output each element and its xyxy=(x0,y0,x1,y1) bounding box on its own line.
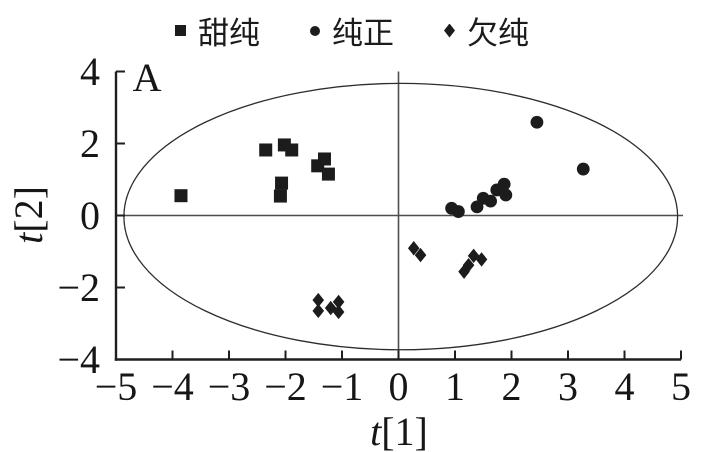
x-tick-label: −2 xyxy=(264,364,307,409)
data-point-square xyxy=(321,167,335,181)
data-point-circle xyxy=(497,177,511,191)
legend-label: 纯正 xyxy=(332,16,394,51)
data-point-circle xyxy=(499,188,513,202)
x-tick-label: 2 xyxy=(502,364,522,409)
data-point-circle xyxy=(451,205,465,218)
data-point-square xyxy=(259,143,273,157)
data-point-diamond xyxy=(332,304,345,320)
data-point-square xyxy=(285,143,299,157)
legend-label: 欠纯 xyxy=(467,16,529,51)
legend-item-pure: 纯正 xyxy=(310,8,394,53)
y-tick-label: 0 xyxy=(80,193,100,238)
data-point-diamond xyxy=(407,241,420,256)
data-point-square xyxy=(317,152,331,166)
data-point-circle xyxy=(530,115,544,129)
data-point-diamond xyxy=(475,252,488,267)
data-point-diamond xyxy=(312,292,325,308)
y-tick-label: 2 xyxy=(80,121,100,166)
data-point-circle xyxy=(576,162,590,176)
x-tick-label: 1 xyxy=(445,364,465,409)
x-tick-label: 3 xyxy=(558,364,578,409)
y-tick-label: 4 xyxy=(80,49,100,94)
legend-item-lacking-purity: 欠纯 xyxy=(444,8,529,53)
data-point-square xyxy=(275,176,289,190)
legend-label: 甜纯 xyxy=(198,16,260,51)
data-point-diamond xyxy=(458,264,470,279)
legend: 甜纯 纯正 欠纯 xyxy=(175,8,529,53)
y-tick-label: −4 xyxy=(57,337,100,382)
x-axis-label: t[1] xyxy=(370,409,428,452)
data-point-square xyxy=(273,189,287,203)
x-tick-label: −4 xyxy=(151,364,194,409)
x-tick-label: 0 xyxy=(389,364,409,409)
square-marker-icon xyxy=(175,25,186,36)
data-point-circle xyxy=(484,194,497,208)
y-tick-label: −2 xyxy=(57,265,100,310)
x-tick-label: −3 xyxy=(208,364,251,409)
panel-label: A xyxy=(133,55,162,100)
legend-item-sweet-pure: 甜纯 xyxy=(175,8,260,53)
hotelling-t2-ellipse xyxy=(123,82,679,351)
data-point-diamond xyxy=(312,303,325,319)
data-point-diamond xyxy=(414,247,427,263)
data-point-diamond xyxy=(332,294,345,310)
x-tick-label: −5 xyxy=(95,364,138,409)
data-point-square xyxy=(174,189,188,203)
data-point-diamond xyxy=(467,248,480,264)
y-axis-label: t[2] xyxy=(6,186,51,244)
x-tick-label: 4 xyxy=(615,364,635,409)
diamond-marker-icon xyxy=(444,23,455,38)
x-tick-label: −1 xyxy=(321,364,364,409)
x-tick-label: 5 xyxy=(671,364,691,409)
circle-marker-icon xyxy=(310,25,320,36)
